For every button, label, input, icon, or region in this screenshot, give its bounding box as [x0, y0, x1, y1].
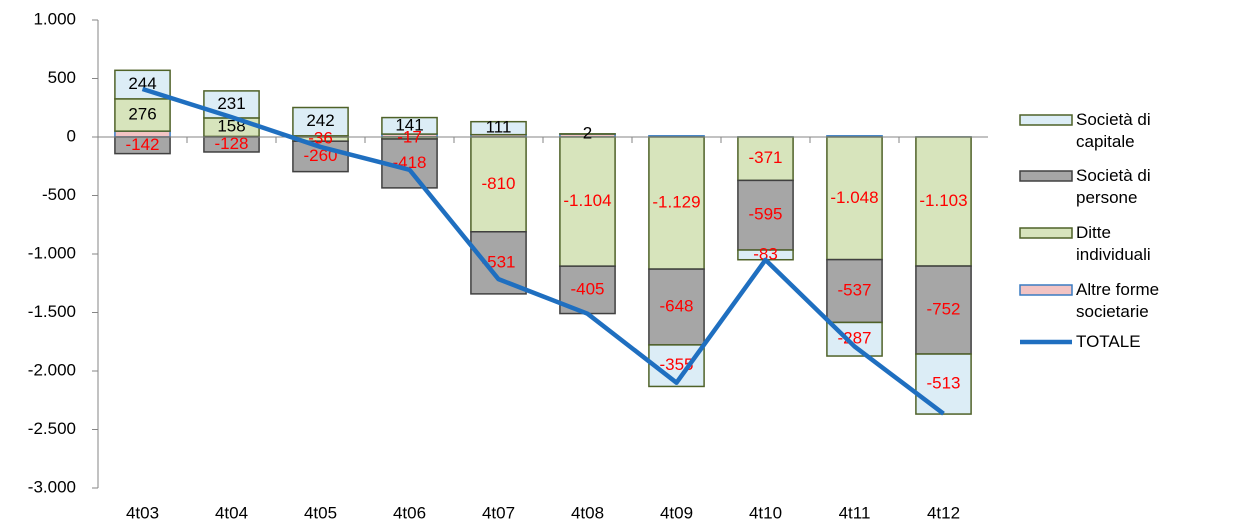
x-tick-label: 4t03	[126, 503, 159, 522]
data-label: -371	[748, 148, 782, 167]
x-tick-label: 4t09	[660, 503, 693, 522]
data-label: -405	[570, 279, 604, 298]
data-label: -537	[837, 281, 871, 300]
data-label: -648	[659, 296, 693, 315]
x-tick-label: 4t10	[749, 503, 782, 522]
x-tick-label: 4t08	[571, 503, 604, 522]
legend-swatch	[1020, 285, 1072, 295]
data-label: 2	[583, 123, 592, 142]
y-tick-label: 0	[67, 126, 76, 145]
legend-label: Società di persone	[1076, 165, 1188, 209]
data-label: -1.103	[919, 191, 967, 210]
y-tick-label: 1.000	[33, 9, 76, 28]
data-label: 111	[486, 118, 512, 137]
data-label: -17	[397, 127, 422, 146]
y-tick-label: -2.000	[28, 360, 76, 379]
x-tick-label: 4t06	[393, 503, 426, 522]
y-tick-label: -500	[42, 185, 76, 204]
data-label: -1.104	[563, 191, 611, 210]
data-label: -810	[481, 174, 515, 193]
x-tick-label: 4t05	[304, 503, 337, 522]
data-label: -595	[748, 205, 782, 224]
legend-label: Ditte individuali	[1076, 222, 1188, 266]
legend-swatch	[1020, 171, 1072, 181]
legend-label: Società di capitale	[1076, 109, 1188, 153]
x-tick-label: 4t07	[482, 503, 515, 522]
data-label: -752	[926, 300, 960, 319]
data-label: 242	[306, 111, 334, 130]
data-label: 276	[128, 104, 156, 123]
y-tick-label: -1.000	[28, 243, 76, 262]
data-label: -1.048	[830, 188, 878, 207]
data-label: 231	[217, 94, 245, 113]
legend-label: Altre forme societarie	[1076, 279, 1188, 323]
legend-label: TOTALE	[1076, 331, 1188, 353]
y-tick-label: 500	[48, 68, 76, 87]
x-tick-label: 4t12	[927, 503, 960, 522]
y-tick-label: -1.500	[28, 302, 76, 321]
x-tick-label: 4t04	[215, 503, 248, 522]
data-label: -1.129	[652, 193, 700, 212]
y-tick-label: -3.000	[28, 477, 76, 496]
data-label: -142	[125, 135, 159, 154]
legend-swatch	[1020, 228, 1072, 238]
y-tick-label: -2.500	[28, 419, 76, 438]
data-label: -128	[214, 134, 248, 153]
legend-swatch	[1020, 115, 1072, 125]
data-label: -513	[926, 374, 960, 393]
x-tick-label: 4t11	[839, 503, 871, 522]
